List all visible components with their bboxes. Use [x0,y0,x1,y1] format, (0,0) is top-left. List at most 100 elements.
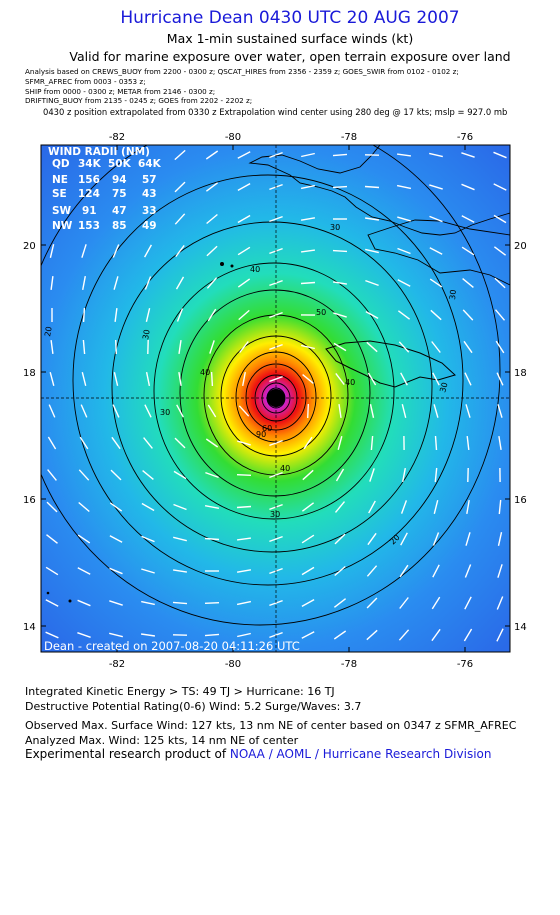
wind-arrow [178,371,182,387]
wind-arrow [172,601,188,605]
wind-arrows [45,149,507,642]
wind-arrow [140,633,156,637]
wind-arrow [204,602,220,604]
wind-arrow [493,246,507,256]
wind-arrow [236,474,252,476]
wind-arrow [77,567,91,575]
wind-arrow [432,372,440,386]
wind-arrow [206,245,218,257]
wind-arrow [301,566,315,576]
contour-label: 30 [438,381,449,393]
wind-arrow [464,596,472,610]
wind-arrow [365,310,379,320]
lat-tick-left: 20 [23,241,36,252]
lon-tick-top: -76 [457,132,473,143]
wind-radii-header: QD [52,158,70,170]
wind-arrow [493,214,507,224]
wind-radii-cell: 124 [78,188,100,200]
wind-arrow [400,500,408,514]
wind-arrow [239,341,249,353]
wind-arrow [82,307,86,323]
wind-arrow [434,467,438,483]
wind-arrow [205,438,219,448]
island [68,599,72,603]
wind-arrow [77,632,91,638]
wind-arrow [493,151,507,159]
wind-radii-cell: NW [52,220,73,232]
credit-prefix: Experimental research product of [25,747,230,761]
wind-arrow [397,247,411,255]
wind-arrow [145,308,151,322]
wind-arrow [367,532,377,546]
wind-arrow [237,632,251,638]
wind-arrow [77,534,91,544]
wind-arrow [269,375,283,383]
dpr-line: Destructive Potential Rating(0-6) Wind: … [25,700,362,713]
storm-statistics: Integrated Kinetic Energy > TS: 49 TJ > … [25,684,516,748]
subtitle-winds: Max 1-min sustained surface winds (kt) [166,31,414,46]
lat-tick-right: 14 [514,622,527,633]
wind-arrow [206,277,218,289]
wind-arrow [141,600,155,606]
wind-arrow [430,309,442,321]
wind-arrow [337,436,343,450]
wind-arrow [432,564,440,578]
wind-arrow [176,404,184,418]
wind-arrow [46,501,58,513]
wind-arrow [175,244,185,258]
contour-label: 40 [200,368,210,377]
credit-org-link[interactable]: NOAA / AOML / Hurricane Research Divisio… [229,747,492,761]
observed-max-wind: Observed Max. Surface Wind: 127 kts, 13 … [25,719,517,732]
wind-arrow [142,470,154,480]
wind-arrow [242,371,246,387]
wind-arrow [109,535,123,543]
wind-arrow [366,341,378,353]
wind-arrow [429,152,443,158]
wind-arrow [397,216,411,222]
island [220,262,224,266]
wind-arrow [141,535,155,543]
wind-arrow [494,309,506,321]
wind-arrow [301,598,315,608]
wind-arrow [114,308,118,322]
wind-arrow [332,185,348,189]
contour-label: 40 [250,265,260,274]
contour-label: 50 [316,308,326,317]
wind-arrow [399,597,409,609]
wind-arrow [366,597,378,609]
wind-arrow [429,278,443,288]
wind-arrow [400,372,408,386]
wind-arrow [269,215,283,223]
wind-arrow [434,435,438,451]
wind-arrow [48,404,56,418]
credit-line: Experimental research product of NOAA / … [25,747,491,761]
contour-40-inner [179,289,371,497]
wind-arrow [496,596,504,610]
wind-arrow [333,342,347,352]
wind-arrow [301,534,315,544]
contour-40 [153,262,395,520]
wind-arrow [109,502,123,512]
wind-arrow [173,536,187,542]
contour-label: 40 [280,464,290,473]
wind-arrow [204,537,220,541]
wind-arrow [45,599,59,607]
wind-arrow [466,499,470,515]
wind-radii-header: 34K [78,158,102,170]
island [46,591,50,595]
wind-radii-title: WIND RADII (NM) [48,146,150,158]
wind-arrow [301,502,315,512]
wind-radii-cell: 153 [78,220,100,232]
wind-arrow [204,633,220,637]
wind-arrow [461,183,475,191]
wind-arrow [369,404,375,418]
wind-radii-cell: 49 [142,220,157,232]
land-cuba [248,145,510,236]
wind-arrow [433,500,439,514]
lat-tick-right: 16 [514,495,527,506]
wind-arrow [174,149,186,161]
lon-tick-bottom: -80 [225,659,241,670]
wind-arrow [145,371,151,387]
wind-radii-cell: NE [52,174,68,186]
wind-arrow [236,505,252,509]
